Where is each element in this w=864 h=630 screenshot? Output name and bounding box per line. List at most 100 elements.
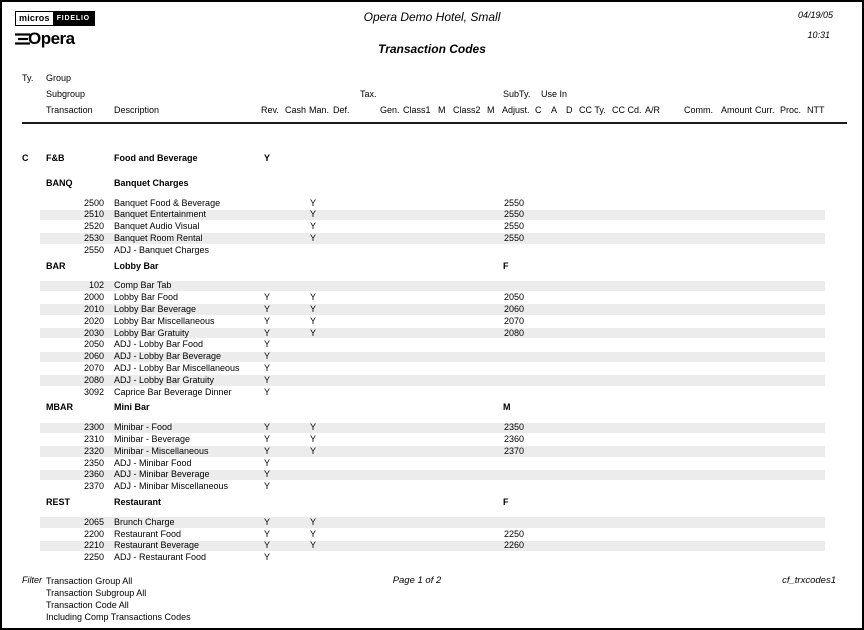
transaction-description: ADJ - Lobby Bar Gratuity	[114, 374, 215, 385]
filter-lines: Transaction Group All Transaction Subgro…	[46, 575, 191, 623]
transaction-row: 2530 Banquet Room Rental Y 2550	[2, 233, 862, 245]
transaction-row: 2210 Restaurant Beverage Y Y 2260	[2, 540, 862, 552]
man-flag: Y	[309, 540, 316, 551]
col-proc: Proc.	[780, 105, 802, 115]
subgroup-rows: 2300 Minibar - Food Y Y 2350 2310 Minibar - Be…	[2, 422, 862, 493]
rev-flag: Y	[263, 552, 270, 563]
adjust-code: 2260	[503, 540, 524, 551]
transaction-row: 2030 Lobby Bar Gratuity Y Y 2080	[2, 328, 862, 340]
man-flag: Y	[309, 528, 316, 539]
col-cc-cd: CC Cd.	[612, 105, 642, 115]
transaction-row: 2300 Minibar - Food Y Y 2350	[2, 422, 862, 434]
transaction-row: 2510 Banquet Entertainment Y 2550	[2, 209, 862, 221]
col-group: Group	[46, 73, 72, 83]
page-number: Page 1 of 2	[392, 575, 442, 586]
man-flag: Y	[309, 303, 316, 314]
transaction-row: 2065 Brunch Charge Y Y	[2, 517, 862, 529]
transaction-row: 2310 Minibar - Beverage Y Y 2360	[2, 434, 862, 446]
rev-flag: Y	[263, 374, 270, 385]
transaction-code: 2000	[83, 292, 104, 303]
col-m2: M	[487, 105, 495, 115]
report-title: Transaction Codes	[378, 42, 486, 56]
transaction-description: Restaurant Beverage	[114, 540, 200, 551]
transaction-code: 2200	[83, 528, 104, 539]
rev-flag: Y	[263, 540, 270, 551]
subgroup-code: BAR	[46, 260, 66, 271]
filter-line: Transaction Subgroup All	[46, 588, 147, 598]
col-m1: M	[438, 105, 446, 115]
transaction-row: 102 Comp Bar Tab	[2, 280, 862, 292]
rev-flag: Y	[263, 303, 270, 314]
man-flag: Y	[309, 221, 316, 232]
transaction-description: Banquet Room Rental	[114, 232, 203, 243]
col-transaction: Transaction	[46, 105, 93, 115]
man-flag: Y	[309, 422, 316, 433]
transaction-description: Comp Bar Tab	[114, 280, 172, 291]
filter-line: Including Comp Transactions Codes	[46, 612, 191, 622]
transaction-code: 102	[88, 280, 104, 291]
subgroup-section: BANQ Banquet Charges 2500 Banquet Food & Be…	[2, 178, 862, 257]
col-curr: Curr.	[755, 105, 775, 115]
col-cc-ty: CC Ty.	[579, 105, 606, 115]
header-rule	[22, 122, 847, 124]
rev-flag: Y	[263, 433, 270, 444]
transaction-row: 2370 ADJ - Minibar Miscellaneous Y	[2, 481, 862, 493]
transaction-code: 2060	[83, 351, 104, 362]
adjust-code: 2550	[503, 221, 524, 232]
hotel-name: Opera Demo Hotel, Small	[363, 10, 501, 24]
filter-label: Filter	[22, 575, 42, 585]
col-subgroup: Subgroup	[46, 89, 86, 99]
group-row: C F&B Food and Beverage Y	[2, 153, 862, 165]
transaction-code: 2010	[83, 303, 104, 314]
rev-flag: Y	[263, 315, 270, 326]
transaction-row: 2070 ADJ - Lobby Bar Miscellaneous Y	[2, 363, 862, 375]
transaction-row: 2010 Lobby Bar Beverage Y Y 2060	[2, 304, 862, 316]
subgroup-section: BAR Lobby Bar F 102 Comp Bar Tab 2000 Lobby Ba…	[2, 261, 862, 399]
transaction-description: Restaurant Food	[114, 528, 182, 539]
transaction-code: 2030	[83, 327, 104, 338]
transaction-code: 2530	[83, 232, 104, 243]
subgroup-name: Mini Bar	[114, 402, 150, 413]
col-description: Description	[114, 105, 160, 115]
report-code: cf_trxcodes1	[782, 575, 836, 586]
transaction-description: Banquet Food & Beverage	[114, 197, 221, 208]
col-a: A	[551, 105, 558, 115]
man-flag: Y	[309, 445, 316, 456]
transaction-row: 2320 Minibar - Miscellaneous Y Y 2370	[2, 446, 862, 458]
man-flag: Y	[309, 315, 316, 326]
man-flag: Y	[309, 292, 316, 303]
opera-logo-text: Opera	[28, 29, 75, 48]
transaction-code: 2310	[83, 433, 104, 444]
rev-flag: Y	[263, 457, 270, 468]
adjust-code: 2250	[503, 528, 524, 539]
subgroup-section: MBAR Mini Bar M 2300 Minibar - Food Y Y 2350 231…	[2, 402, 862, 493]
transaction-description: Lobby Bar Beverage	[114, 303, 197, 314]
rev-flag: Y	[263, 516, 270, 527]
col-ty: Ty.	[22, 73, 34, 83]
subgroup-row: BANQ Banquet Charges	[2, 178, 862, 190]
subgroup-name: Restaurant	[114, 496, 162, 507]
rev-flag: Y	[263, 386, 270, 397]
rev-flag: Y	[263, 327, 270, 338]
subgroup-row: REST Restaurant F	[2, 497, 862, 509]
transaction-description: Brunch Charge	[114, 516, 175, 527]
col-class1: Class1	[403, 105, 431, 115]
group-code: F&B	[46, 153, 65, 163]
rev-flag: Y	[263, 351, 270, 362]
transaction-code: 2050	[83, 339, 104, 350]
col-c: C	[535, 105, 542, 115]
col-subty: SubTy.	[503, 89, 531, 99]
col-ar: A/R	[645, 105, 661, 115]
col-tax: Tax.	[360, 89, 377, 99]
transaction-row: 2250 ADJ - Restaurant Food Y	[2, 552, 862, 564]
transaction-description: ADJ - Minibar Food	[114, 457, 192, 468]
subgroup-row: MBAR Mini Bar M	[2, 402, 862, 414]
transaction-description: Minibar - Miscellaneous	[114, 445, 209, 456]
report-time: 10:31	[807, 30, 830, 40]
transaction-row: 2060 ADJ - Lobby Bar Beverage Y	[2, 351, 862, 363]
transaction-description: Minibar - Beverage	[114, 433, 191, 444]
transaction-row: 2500 Banquet Food & Beverage Y 2550	[2, 198, 862, 210]
col-cash: Cash	[285, 105, 307, 115]
transaction-code: 3092	[83, 386, 104, 397]
